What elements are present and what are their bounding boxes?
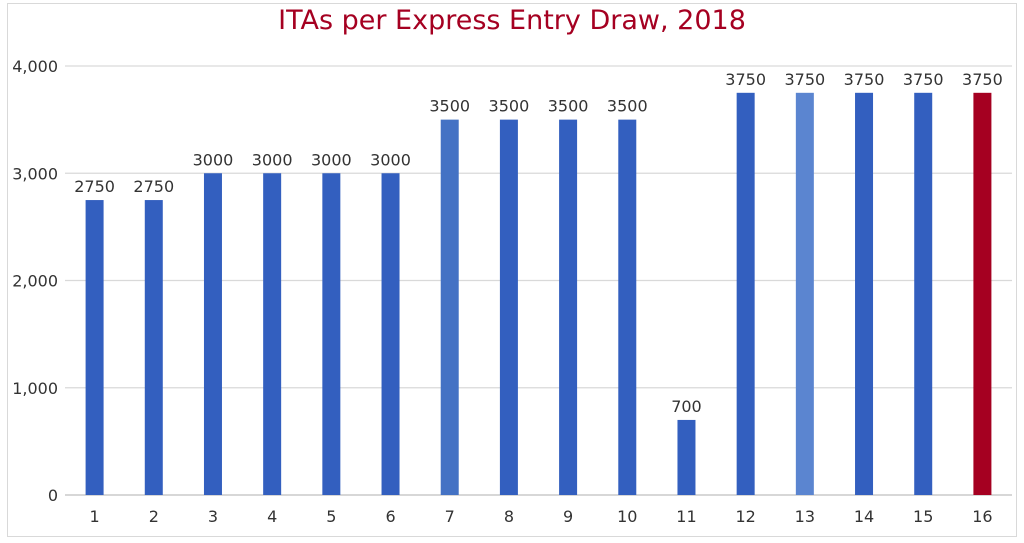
x-tick-label: 5 bbox=[326, 507, 336, 526]
bar bbox=[144, 200, 163, 495]
data-label: 3500 bbox=[489, 97, 530, 116]
x-tick-label: 6 bbox=[385, 507, 395, 526]
bar bbox=[322, 173, 341, 495]
y-tick-label: 1,000 bbox=[12, 379, 58, 398]
x-tick-label: 11 bbox=[676, 507, 696, 526]
y-tick-label: 3,000 bbox=[12, 164, 58, 183]
x-tick-label: 14 bbox=[854, 507, 874, 526]
bar bbox=[855, 92, 874, 495]
gridlines bbox=[65, 65, 1012, 496]
data-label: 2750 bbox=[133, 177, 174, 196]
x-tick-label: 7 bbox=[445, 507, 455, 526]
data-label: 700 bbox=[671, 397, 702, 416]
data-label: 3000 bbox=[193, 150, 234, 169]
x-tick-label: 13 bbox=[795, 507, 815, 526]
bar bbox=[381, 173, 400, 495]
x-tick-label: 3 bbox=[208, 507, 218, 526]
y-tick-label: 2,000 bbox=[12, 272, 58, 291]
x-tick-label: 2 bbox=[149, 507, 159, 526]
bars bbox=[85, 92, 992, 495]
bar bbox=[559, 119, 578, 495]
bar bbox=[677, 419, 696, 495]
bar bbox=[263, 173, 282, 495]
x-tick-label: 9 bbox=[563, 507, 573, 526]
y-axis: 0 1,000 2,000 3,000 4,000 bbox=[12, 57, 58, 505]
x-tick-label: 10 bbox=[617, 507, 637, 526]
y-tick-label: 0 bbox=[48, 486, 58, 505]
bar bbox=[973, 92, 992, 495]
data-label: 3000 bbox=[252, 150, 293, 169]
data-label: 3750 bbox=[725, 70, 766, 89]
bar bbox=[795, 92, 814, 495]
bar bbox=[203, 173, 222, 495]
bar bbox=[736, 92, 755, 495]
bar bbox=[440, 119, 459, 495]
data-label: 3000 bbox=[311, 150, 352, 169]
data-label: 2750 bbox=[74, 177, 115, 196]
bar bbox=[914, 92, 933, 495]
y-tick-label: 4,000 bbox=[12, 57, 58, 76]
bar bbox=[618, 119, 637, 495]
chart-title: ITAs per Express Entry Draw, 2018 bbox=[278, 5, 746, 36]
data-label: 3000 bbox=[370, 150, 411, 169]
bar bbox=[499, 119, 518, 495]
x-tick-label: 4 bbox=[267, 507, 277, 526]
data-label: 3750 bbox=[962, 70, 1003, 89]
data-label: 3750 bbox=[844, 70, 885, 89]
data-label: 3500 bbox=[429, 97, 470, 116]
bar bbox=[85, 200, 104, 495]
x-tick-label: 12 bbox=[735, 507, 755, 526]
data-label: 3500 bbox=[548, 97, 589, 116]
x-tick-label: 15 bbox=[913, 507, 933, 526]
data-label: 3500 bbox=[607, 97, 648, 116]
x-tick-label: 1 bbox=[90, 507, 100, 526]
x-tick-label: 16 bbox=[972, 507, 992, 526]
x-tick-label: 8 bbox=[504, 507, 514, 526]
data-labels: 2750 2750 3000 3000 3000 3000 3500 3500 3500 3500… bbox=[74, 70, 1003, 416]
data-label: 3750 bbox=[903, 70, 944, 89]
x-axis: 1 2 3 4 5 6 7 8 9 10 11 12 13 14 15 16 bbox=[90, 507, 993, 526]
data-label: 3750 bbox=[784, 70, 825, 89]
